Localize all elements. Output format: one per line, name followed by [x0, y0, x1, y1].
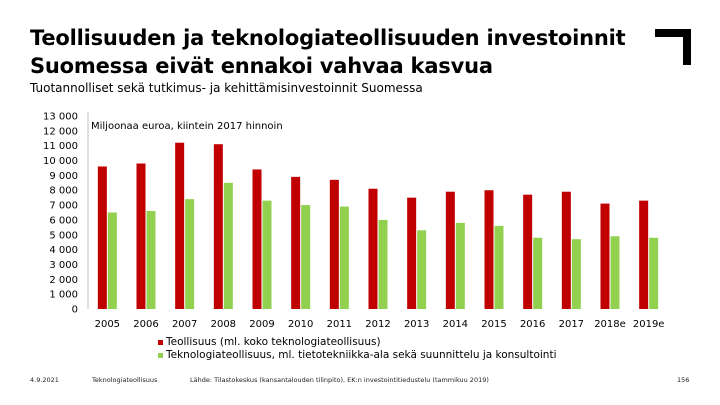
- legend-label-teknologiateollisuus: Teknologiateollisuus, ml. tietotekniikka…: [166, 349, 557, 361]
- page-subtitle: Tuotannolliset sekä tutkimus- ja kehittä…: [30, 81, 423, 95]
- y-tick-label: 1 000: [49, 290, 78, 301]
- bar-teollisuus-2007: [175, 142, 185, 309]
- x-tick-label: 2011: [327, 319, 352, 330]
- bar-teknologiateollisuus-2013: [417, 230, 427, 309]
- x-tick-label: 2014: [443, 319, 468, 330]
- x-tick-label: 2019e: [633, 319, 665, 330]
- bar-teknologiateollisuus-2019e: [649, 237, 659, 309]
- bar-teollisuus-2017: [561, 191, 571, 309]
- x-tick-label: 2013: [404, 319, 429, 330]
- y-tick-label: 13 000: [43, 112, 78, 123]
- x-tick-label: 2006: [133, 319, 158, 330]
- y-tick-label: 6 000: [49, 215, 78, 226]
- bar-teollisuus-2010: [291, 176, 301, 309]
- footer-source: Lähde: Tilastokeskus (kansantalouden til…: [190, 376, 489, 384]
- bar-teollisuus-2011: [329, 179, 339, 309]
- legend-swatch-teollisuus: [158, 340, 163, 345]
- brand-corner-logo: [655, 29, 691, 65]
- title-line-2: Suomessa eivät ennakoi vahvaa kasvua: [30, 54, 493, 78]
- footer-org: Teknologiateollisuus: [92, 376, 158, 384]
- x-tick-label: 2012: [365, 319, 390, 330]
- x-tick-label: 2008: [211, 319, 236, 330]
- legend-item-teknologiateollisuus: Teknologiateollisuus, ml. tietotekniikka…: [158, 349, 556, 362]
- bar-teknologiateollisuus-2008: [223, 182, 233, 309]
- bar-teknologiateollisuus-2006: [146, 211, 156, 309]
- y-tick-label: 3 000: [49, 260, 78, 271]
- bar-teknologiateollisuus-2018e: [610, 236, 620, 309]
- y-tick-label: 12 000: [43, 126, 78, 137]
- bar-teollisuus-2008: [213, 144, 223, 309]
- bar-teknologiateollisuus-2014: [455, 222, 465, 309]
- y-tick-label: 7 000: [49, 201, 78, 212]
- x-tick-label: 2010: [288, 319, 313, 330]
- y-tick-label: 4 000: [49, 245, 78, 256]
- legend-swatch-teknologiateollisuus: [158, 353, 163, 358]
- bar-teollisuus-2016: [523, 194, 533, 309]
- bar-teknologiateollisuus-2012: [378, 219, 388, 309]
- bar-teknologiateollisuus-2009: [262, 200, 272, 309]
- bar-teknologiateollisuus-2017: [571, 239, 581, 309]
- x-tick-label: 2009: [249, 319, 274, 330]
- bar-teollisuus-2005: [97, 166, 107, 309]
- x-tick-label: 2007: [172, 319, 197, 330]
- bar-teollisuus-2006: [136, 163, 146, 309]
- y-tick-label: 2 000: [49, 275, 78, 286]
- bar-teknologiateollisuus-2015: [494, 225, 504, 309]
- y-tick-label: 0: [72, 305, 78, 316]
- footer-page-number: 156: [677, 376, 690, 384]
- y-tick-label: 10 000: [43, 156, 78, 167]
- legend-label-teollisuus: Teollisuus (ml. koko teknologiateollisuu…: [166, 336, 381, 348]
- bar-teknologiateollisuus-2016: [533, 237, 543, 309]
- bar-teknologiateollisuus-2007: [185, 199, 195, 309]
- unit-note: Miljoonaa euroa, kiintein 2017 hinnoin: [91, 121, 283, 132]
- bar-teollisuus-2009: [252, 169, 262, 309]
- bar-teknologiateollisuus-2010: [301, 205, 311, 309]
- page-title: Teollisuuden ja teknologiateollisuuden i…: [30, 24, 626, 80]
- x-tick-label: 2005: [95, 319, 120, 330]
- y-tick-label: 5 000: [49, 230, 78, 241]
- title-line-1: Teollisuuden ja teknologiateollisuuden i…: [30, 26, 626, 50]
- bar-teollisuus-2019e: [639, 200, 649, 309]
- bar-teknologiateollisuus-2011: [339, 206, 349, 309]
- y-tick-label: 8 000: [49, 186, 78, 197]
- bar-teollisuus-2012: [368, 188, 378, 309]
- bar-teollisuus-2015: [484, 190, 494, 309]
- y-tick-label: 11 000: [43, 141, 78, 152]
- footer-date: 4.9.2021: [30, 376, 59, 384]
- x-tick-label: 2018e: [594, 319, 626, 330]
- legend-item-teollisuus: Teollisuus (ml. koko teknologiateollisuu…: [158, 336, 556, 349]
- bar-teollisuus-2013: [407, 197, 417, 309]
- y-tick-label: 9 000: [49, 171, 78, 182]
- x-tick-label: 2017: [559, 319, 584, 330]
- bar-teknologiateollisuus-2005: [107, 212, 117, 309]
- x-tick-label: 2015: [481, 319, 506, 330]
- bar-teollisuus-2018e: [600, 203, 610, 309]
- x-tick-label: 2016: [520, 319, 545, 330]
- chart-legend: Teollisuus (ml. koko teknologiateollisuu…: [158, 336, 556, 362]
- bar-teollisuus-2014: [445, 191, 455, 309]
